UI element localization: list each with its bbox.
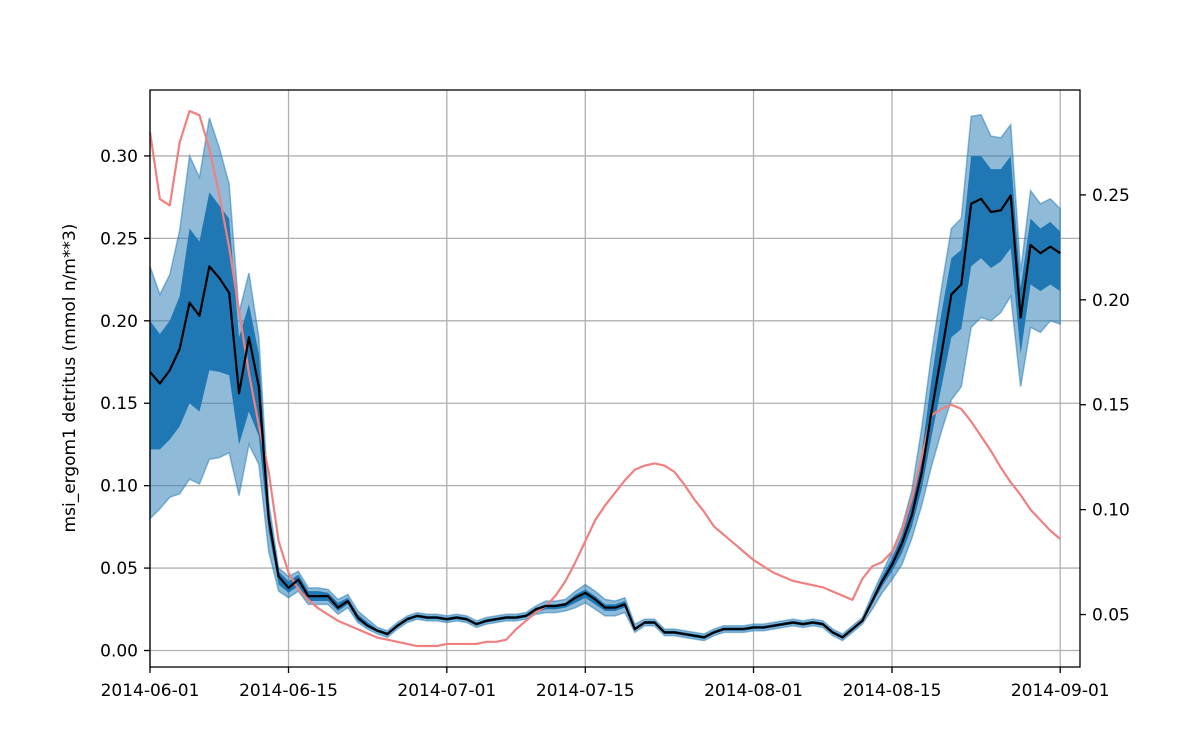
plot-frame (149, 89, 1081, 668)
y2-tick-label: 0.15 (1092, 396, 1130, 416)
y2-tick-label: 0.10 (1092, 501, 1130, 521)
y-tick-label: 0.00 (100, 642, 138, 662)
inner-band-area (150, 155, 1061, 639)
x-tick-label: 2014-09-01 (1011, 681, 1110, 701)
x-tick-label: 2014-06-15 (239, 681, 338, 701)
y-tick-label: 0.05 (100, 559, 138, 579)
x-tick-label: 2014-07-15 (536, 681, 635, 701)
y-tick-label: 0.10 (100, 477, 138, 497)
x-tick-label: 2014-08-15 (843, 681, 942, 701)
y-tick-label: 0.15 (100, 394, 138, 414)
uncertainty-bands (149, 113, 1061, 642)
secondary-series-line (148, 109, 1061, 648)
y-tick-label: 0.20 (100, 312, 138, 332)
y-axis-title: msi_ergom1 detritus (mmol n/m**3) (60, 224, 80, 533)
y-tick-label: 0.25 (100, 229, 138, 249)
y2-tick-label: 0.20 (1092, 291, 1130, 311)
x-tick-label: 2014-07-01 (397, 681, 496, 701)
outer-band-area (149, 113, 1061, 642)
median-series-line (149, 194, 1061, 639)
x-tick-label: 2014-08-01 (704, 681, 803, 701)
x-tick-label: 2014-06-01 (101, 681, 200, 701)
y2-tick-label: 0.25 (1092, 186, 1130, 206)
series-lines (148, 109, 1061, 648)
y-tick-label: 0.30 (100, 147, 138, 167)
y2-tick-label: 0.05 (1092, 606, 1130, 626)
axis-ticks: 2014-06-01 2014-06-15 2014-07-01 2014-07-15… (100, 147, 1130, 701)
